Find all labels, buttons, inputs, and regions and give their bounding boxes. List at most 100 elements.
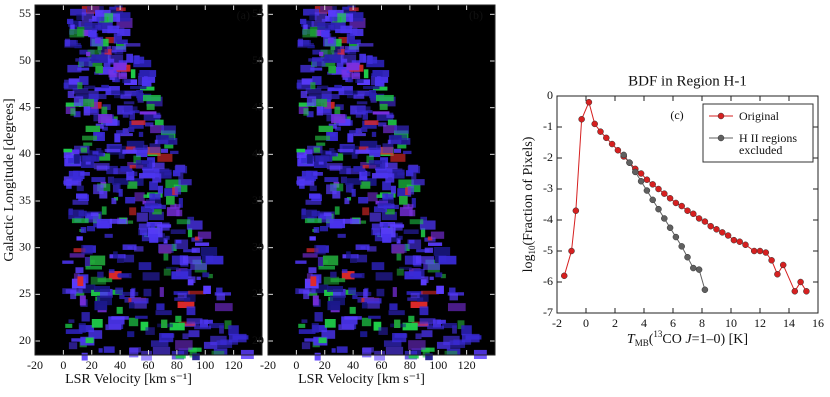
emission-blob	[159, 287, 164, 297]
x-tick-label: 100	[429, 358, 447, 372]
emission-blob	[351, 152, 358, 159]
emission-blob	[374, 80, 385, 87]
data-point	[643, 187, 651, 194]
emission-blob	[178, 321, 196, 327]
emission-blob	[367, 56, 378, 64]
emission-blob	[141, 350, 152, 361]
emission-blob	[79, 325, 95, 333]
emission-blob	[113, 62, 127, 71]
y-tick-label: 25	[19, 286, 31, 300]
emission-blob	[194, 242, 210, 246]
emission-blob	[128, 317, 139, 327]
chart-title: BDF in Region H-1	[628, 73, 747, 89]
emission-blob	[360, 161, 370, 167]
emission-blob	[194, 325, 212, 330]
data-point	[690, 210, 697, 218]
x-axis-label: TMB(13CO J=1–0) [K]	[627, 329, 748, 348]
emission-blob	[344, 197, 350, 205]
emission-blob	[399, 207, 413, 217]
emission-blob	[152, 173, 162, 183]
emission-blob	[98, 348, 103, 353]
emission-blob	[356, 254, 368, 263]
emission-blob	[150, 340, 169, 347]
emission-blob	[332, 190, 341, 199]
emission-blob	[163, 252, 169, 261]
emission-blob	[382, 193, 394, 200]
emission-blob	[330, 44, 342, 53]
emission-blob	[358, 196, 369, 204]
emission-blob	[366, 246, 377, 252]
emission-blob	[318, 125, 334, 133]
emission-blob	[410, 301, 428, 309]
emission-blob	[87, 49, 102, 60]
emission-blob	[314, 352, 321, 361]
emission-blob	[123, 90, 139, 96]
emission-blob	[301, 319, 308, 323]
emission-blob	[188, 290, 206, 295]
emission-blob	[79, 76, 89, 85]
emission-blob	[171, 271, 189, 280]
emission-blob	[108, 269, 115, 273]
emission-blob	[149, 143, 161, 154]
emission-blob	[355, 113, 362, 118]
emission-blob	[309, 193, 321, 199]
emission-blob	[411, 198, 416, 208]
emission-blob	[423, 262, 441, 270]
data-point	[730, 236, 738, 244]
emission-blob	[347, 133, 354, 143]
x-tick-label: 16	[812, 316, 824, 330]
emission-blob	[424, 247, 433, 253]
emission-blob	[321, 18, 335, 22]
emission-blob	[304, 338, 319, 342]
data-point	[597, 128, 604, 135]
emission-blob	[351, 188, 356, 197]
emission-blob	[316, 106, 324, 116]
emission-blob	[362, 111, 368, 120]
emission-blob	[304, 218, 322, 224]
emission-blob	[123, 254, 135, 263]
emission-blob	[126, 140, 145, 150]
emission-blob	[381, 211, 397, 221]
emission-blob	[78, 210, 87, 217]
emission-blob	[108, 316, 125, 325]
emission-blob	[145, 327, 155, 335]
x-axis-label: LSR Velocity [km s⁻¹]	[298, 372, 425, 387]
emission-blob	[149, 233, 159, 243]
emission-blob	[175, 340, 193, 350]
emission-blob	[174, 239, 189, 250]
emission-blob	[186, 220, 203, 230]
emission-blob	[397, 172, 405, 176]
emission-blob	[324, 318, 336, 328]
emission-blob	[116, 17, 133, 28]
data-point	[684, 253, 691, 261]
legend-marker	[717, 134, 725, 142]
emission-blob	[393, 148, 402, 153]
emission-blob	[382, 162, 398, 170]
emission-blob	[143, 288, 152, 297]
emission-blob	[91, 177, 106, 182]
emission-blob	[97, 278, 113, 283]
emission-blob	[296, 151, 307, 158]
emission-blob	[404, 255, 419, 265]
emission-blob	[75, 267, 84, 274]
emission-blob	[321, 93, 340, 100]
emission-blob	[376, 112, 394, 121]
emission-blob	[326, 131, 338, 141]
emission-blob	[390, 185, 396, 194]
x-tick-label: 120	[458, 358, 476, 372]
emission-blob	[216, 287, 223, 294]
emission-blob	[382, 233, 392, 243]
emission-blob	[178, 173, 184, 180]
emission-blob	[94, 300, 108, 311]
emission-blob	[130, 69, 136, 79]
emission-blob	[90, 36, 104, 47]
emission-blob	[141, 80, 152, 87]
data-point	[637, 178, 645, 185]
emission-blob	[76, 236, 83, 241]
x-tick-label: -20	[27, 358, 43, 372]
emission-blob	[402, 322, 418, 331]
emission-blob	[98, 153, 111, 161]
emission-blob	[324, 177, 339, 182]
emission-blob	[307, 291, 318, 296]
data-point	[719, 229, 726, 236]
